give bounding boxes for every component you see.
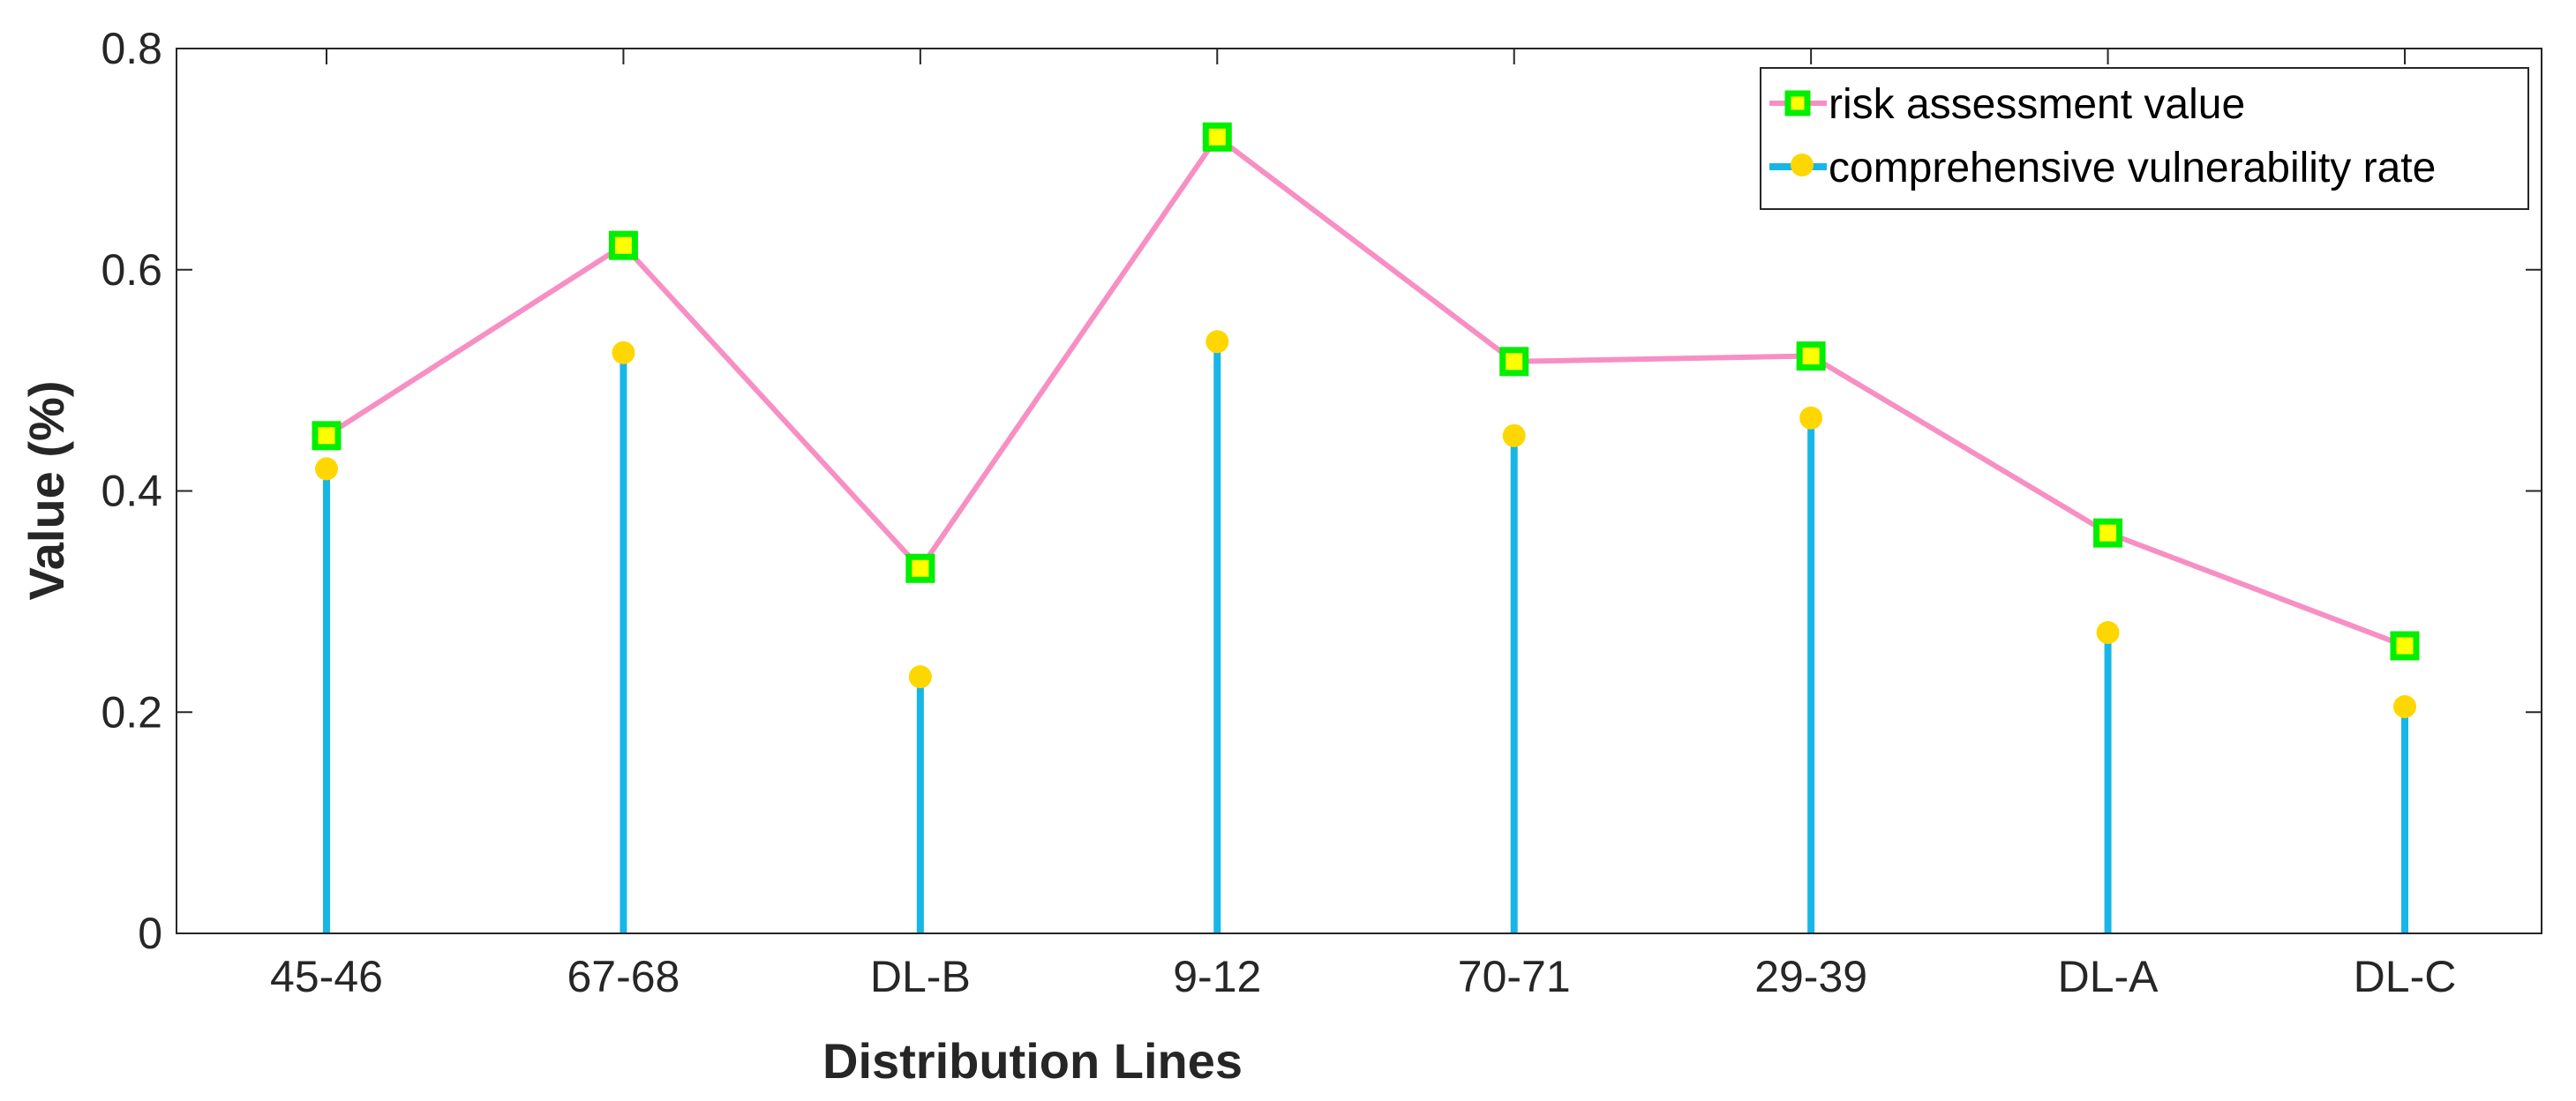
line-series: [325, 134, 2407, 648]
x-tick-label: 9-12: [1173, 952, 1261, 1001]
stem-marker: [2393, 694, 2416, 718]
line-marker: [312, 421, 342, 451]
stem-markers: [315, 330, 2416, 718]
y-axis-title: Value (%): [19, 381, 74, 601]
x-tick-label: 45-46: [270, 952, 383, 1001]
stem-marker: [612, 341, 635, 364]
line-marker: [608, 230, 638, 260]
y-tick-label: 0.6: [101, 245, 162, 295]
line-marker: [1499, 347, 1529, 377]
stem-marker: [908, 665, 932, 689]
y-tick-label: 0.2: [101, 687, 162, 737]
legend-marker-vulnerability: [1791, 154, 1814, 176]
line-marker: [2390, 631, 2420, 661]
line-marker: [905, 553, 935, 583]
legend-box: [1760, 67, 2529, 210]
line-marker: [1796, 341, 1826, 371]
tick-labels: 0 0.2 0.4 0.6 0.8 45-46 67-68 DL-B 9-12 70-71 29-3…: [101, 24, 2456, 1001]
legend-label-vulnerability: comprehensive vulnerability rate: [1829, 145, 2436, 191]
y-tick-label: 0.8: [101, 24, 162, 73]
x-tick-label: DL-C: [2354, 952, 2457, 1001]
line-marker: [1202, 122, 1232, 152]
x-tick-label: 29-39: [1754, 952, 1867, 1001]
plot-frame: [176, 48, 2542, 934]
y-tick-label: 0.4: [101, 467, 162, 516]
stem-series: [323, 341, 2408, 933]
stem-marker: [2096, 620, 2120, 644]
y-tick-label: 0: [138, 909, 162, 958]
x-tick-label: DL-B: [870, 952, 971, 1001]
x-tick-label: 70-71: [1458, 952, 1571, 1001]
stem-marker: [1799, 406, 1823, 430]
stem-marker: [1205, 330, 1229, 354]
stem-marker: [315, 457, 338, 481]
legend-label-risk: risk assessment value: [1829, 81, 2245, 128]
stem-marker: [1502, 423, 1526, 447]
x-tick-label: DL-A: [2058, 952, 2159, 1001]
x-tick-label: 67-68: [567, 952, 680, 1001]
legend-marker-risk: [1784, 90, 1811, 116]
legend: risk assessment value comprehensive vuln…: [1760, 67, 2529, 210]
line-markers: [312, 122, 2420, 661]
line-marker: [2093, 518, 2123, 548]
x-axis-title: Distribution Lines: [822, 1033, 1243, 1089]
risk-assessment-line: [325, 134, 2407, 648]
